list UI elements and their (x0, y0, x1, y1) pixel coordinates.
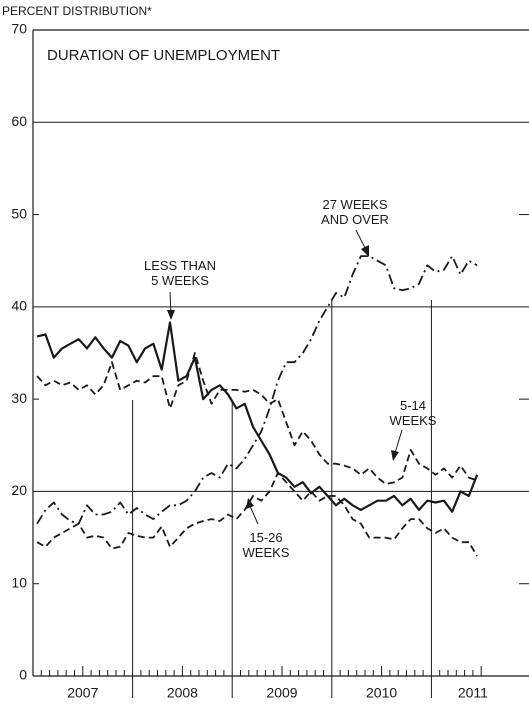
x-tick-label: 2009 (266, 685, 297, 701)
series-line (36, 352, 478, 485)
x-tick-label: 2008 (167, 685, 198, 701)
y-axis-label: PERCENT DISTRIBUTION* (2, 4, 152, 18)
arrow (355, 229, 367, 251)
series-line (36, 255, 478, 525)
chart-title: DURATION OF UNEMPLOYMENT (47, 47, 280, 64)
arrow-head (167, 310, 175, 320)
arrow-head (361, 245, 369, 257)
y-tick-label: 0 (19, 667, 27, 683)
series-line (36, 321, 479, 513)
x-tick-label: 2011 (458, 685, 488, 701)
y-tick-label: 60 (11, 113, 27, 129)
y-tick-label: 40 (11, 298, 27, 314)
y-tick-label: 70 (11, 21, 27, 37)
series-label: 15-26 WEEKS (242, 530, 290, 560)
series-label: 5-14 WEEKS (389, 398, 437, 428)
arrow-head (246, 498, 254, 509)
series-label: 27 WEEKS AND OVER (321, 197, 389, 227)
y-tick-label: 10 (11, 574, 27, 590)
y-tick-label: 50 (11, 205, 27, 221)
y-tick-label: 20 (11, 482, 27, 498)
arrow-head (391, 450, 399, 461)
x-tick-label: 2007 (67, 685, 98, 701)
y-tick-label: 30 (11, 390, 27, 406)
series-label: LESS THAN 5 WEEKS (143, 258, 216, 288)
arrow (249, 505, 259, 525)
x-tick-label: 2010 (366, 685, 397, 701)
series-line (36, 472, 478, 557)
arrow (394, 429, 403, 454)
